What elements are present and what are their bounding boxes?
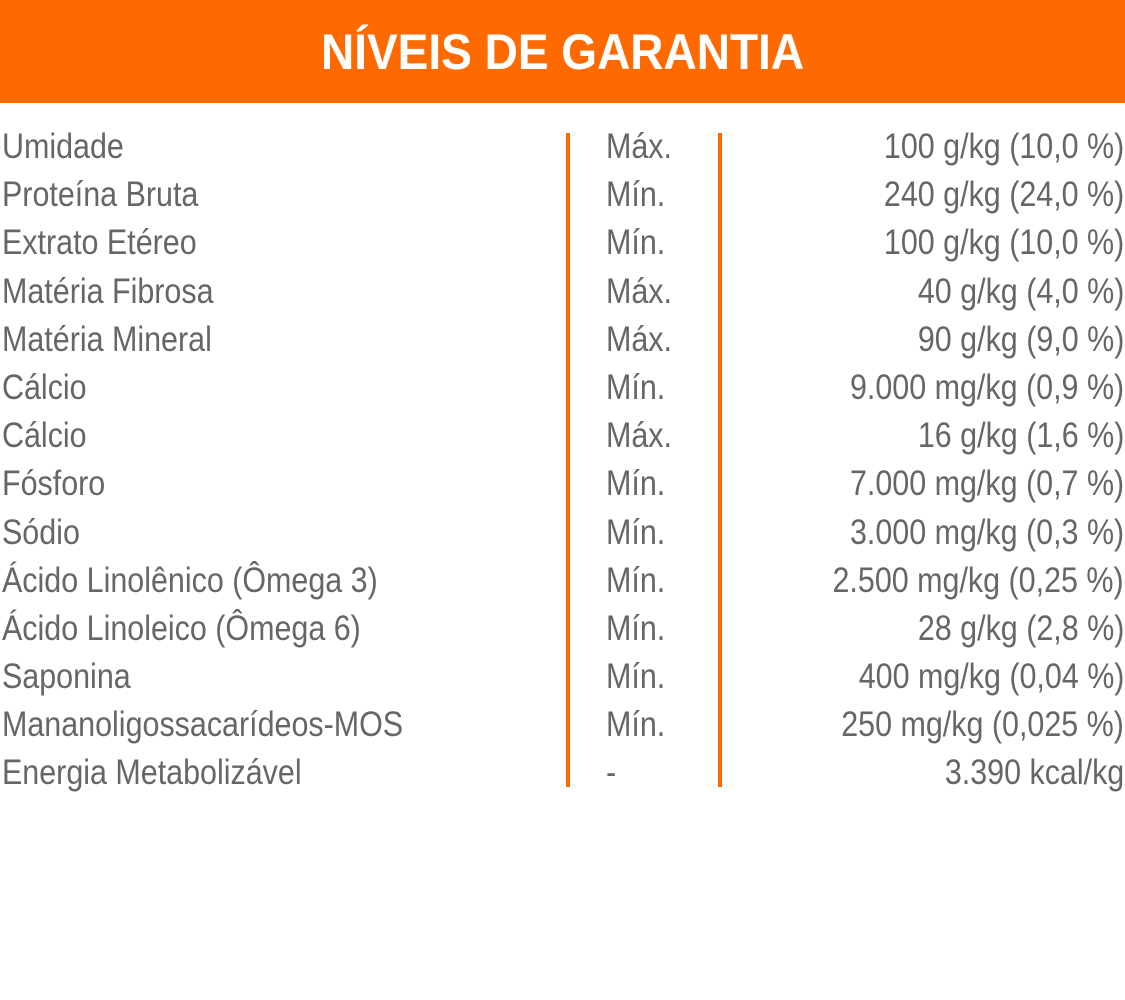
nutrient-value: 100 g/kg (10,0 %) xyxy=(883,223,1124,263)
nutrient-value: 3.000 mg/kg (0,3 %) xyxy=(849,512,1124,552)
limit-type: Mín. xyxy=(606,464,666,504)
nutrient-name: Saponina xyxy=(2,657,131,697)
table-row: Ácido Linolênico (Ômega 3) Mín. 2.500 mg… xyxy=(0,557,1125,605)
nutrient-value: 240 g/kg (24,0 %) xyxy=(883,175,1124,215)
limit-type: Mín. xyxy=(606,175,666,215)
nutrient-value: 7.000 mg/kg (0,7 %) xyxy=(849,464,1124,504)
limit-type: Mín. xyxy=(606,657,666,697)
table-row: Sódio Mín. 3.000 mg/kg (0,3 %) xyxy=(0,509,1125,557)
nutrient-value: 9.000 mg/kg (0,9 %) xyxy=(849,367,1124,407)
nutrient-name: Fósforo xyxy=(2,464,106,504)
limit-type: Máx. xyxy=(606,416,672,456)
table-row: Matéria Mineral Máx. 90 g/kg (9,0 %) xyxy=(0,316,1125,364)
table-row: Ácido Linoleico (Ômega 6) Mín. 28 g/kg (… xyxy=(0,605,1125,653)
title-banner: NÍVEIS DE GARANTIA xyxy=(0,0,1125,103)
nutrient-value: 28 g/kg (2,8 %) xyxy=(917,608,1124,648)
nutrient-name: Cálcio xyxy=(2,367,87,407)
nutrient-name: Sódio xyxy=(2,512,80,552)
nutrient-value: 400 mg/kg (0,04 %) xyxy=(858,657,1124,697)
nutrient-value: 250 mg/kg (0,025 %) xyxy=(841,705,1124,745)
limit-type: Máx. xyxy=(606,127,672,166)
limit-type: Mín. xyxy=(606,705,666,745)
limit-type: Mín. xyxy=(606,367,666,407)
nutrient-value: 2.500 mg/kg (0,25 %) xyxy=(832,560,1124,600)
column-divider xyxy=(718,133,722,787)
column-divider xyxy=(566,133,570,787)
nutrient-name: Extrato Etéreo xyxy=(2,223,197,263)
table-row: Fósforo Mín. 7.000 mg/kg (0,7 %) xyxy=(0,460,1125,508)
nutrient-name: Proteína Bruta xyxy=(2,175,199,215)
limit-type: - xyxy=(606,753,617,793)
nutrient-name: Ácido Linolênico (Ômega 3) xyxy=(2,560,378,600)
nutrient-name: Ácido Linoleico (Ômega 6) xyxy=(2,608,361,648)
nutrient-value: 16 g/kg (1,6 %) xyxy=(917,416,1124,456)
table-row: Saponina Mín. 400 mg/kg (0,04 %) xyxy=(0,653,1125,701)
nutrient-name: Matéria Fibrosa xyxy=(2,271,214,311)
nutrient-value: 40 g/kg (4,0 %) xyxy=(917,271,1124,311)
nutrient-name: Cálcio xyxy=(2,416,87,456)
limit-type: Mín. xyxy=(606,608,666,648)
limit-type: Mín. xyxy=(606,560,666,600)
table-row: Proteína Bruta Mín. 240 g/kg (24,0 %) xyxy=(0,171,1125,219)
table-row: Umidade Máx. 100 g/kg (10,0 %) xyxy=(0,123,1125,171)
nutrient-name: Energia Metabolizável xyxy=(2,753,302,793)
nutrient-value: 100 g/kg (10,0 %) xyxy=(883,127,1124,166)
table-row: Energia Metabolizável - 3.390 kcal/kg xyxy=(0,749,1125,797)
nutrient-name: Matéria Mineral xyxy=(2,319,212,359)
table-row: Matéria Fibrosa Máx. 40 g/kg (4,0 %) xyxy=(0,268,1125,316)
nutrient-name: Mananoligossacarídeos-MOS xyxy=(2,705,404,745)
table-row: Extrato Etéreo Mín. 100 g/kg (10,0 %) xyxy=(0,219,1125,267)
nutrient-name: Umidade xyxy=(2,127,124,166)
table-row: Cálcio Máx. 16 g/kg (1,6 %) xyxy=(0,412,1125,460)
table-row: Mananoligossacarídeos-MOS Mín. 250 mg/kg… xyxy=(0,701,1125,749)
guarantee-levels-table: Umidade Máx. 100 g/kg (10,0 %) Proteína … xyxy=(0,123,1125,798)
limit-type: Mín. xyxy=(606,512,666,552)
nutrient-value: 3.390 kcal/kg xyxy=(944,753,1124,793)
limit-type: Mín. xyxy=(606,223,666,263)
nutrient-value: 90 g/kg (9,0 %) xyxy=(917,319,1124,359)
limit-type: Máx. xyxy=(606,271,672,311)
limit-type: Máx. xyxy=(606,319,672,359)
table-row: Cálcio Mín. 9.000 mg/kg (0,9 %) xyxy=(0,364,1125,412)
page-title: NÍVEIS DE GARANTIA xyxy=(320,23,805,80)
